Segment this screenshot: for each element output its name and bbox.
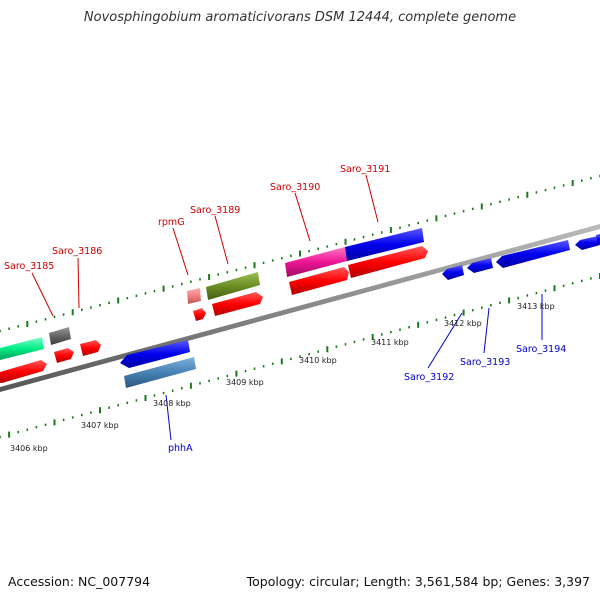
gene-red-2[interactable] <box>54 348 74 363</box>
kbp-label: 3407 kbp <box>81 421 119 430</box>
reverse-genes <box>120 234 600 388</box>
label-leaders <box>31 174 543 441</box>
gene-red-7[interactable] <box>348 246 428 278</box>
kbp-labels: 3406 kbp 3407 kbp 3408 kbp 3409 kbp 3410… <box>10 302 555 453</box>
gene-red-3[interactable] <box>80 340 101 356</box>
gene-blue-3195[interactable] <box>575 236 600 250</box>
accession-text: Accession: NC_007794 <box>8 574 151 589</box>
gene-label-saro-3185[interactable]: Saro_3185 <box>4 261 54 272</box>
forward-genes <box>0 228 428 383</box>
kbp-label: 3412 kbp <box>444 319 482 328</box>
genome-stats-text: Topology: circular; Length: 3,561,584 bp… <box>246 574 590 589</box>
gene-label-saro-3189[interactable]: Saro_3189 <box>190 205 240 216</box>
gene-label-rpmG[interactable]: rpmG <box>158 217 185 228</box>
gene-label-saro-3192[interactable]: Saro_3192 <box>404 372 454 383</box>
gene-aqua[interactable] <box>0 337 44 360</box>
page-title: Novosphingobium aromaticivorans DSM 1244… <box>83 10 517 25</box>
gene-label-saro-3191[interactable]: Saro_3191 <box>340 164 390 175</box>
kbp-label: 3413 kbp <box>517 302 555 311</box>
gene-labels: Saro_3185 Saro_3186 rpmG Saro_3189 Saro_… <box>4 164 566 454</box>
kbp-label: 3411 kbp <box>371 338 409 347</box>
gene-salmon[interactable] <box>187 288 201 304</box>
gene-red-5[interactable] <box>212 292 263 316</box>
reverse-tick-track <box>0 273 600 439</box>
gene-blue-upper[interactable] <box>345 228 424 261</box>
gene-blue-phhA-1[interactable] <box>120 340 190 368</box>
gene-blue-3196[interactable] <box>596 234 600 245</box>
kbp-label: 3406 kbp <box>10 444 48 453</box>
gene-red-1[interactable] <box>0 360 47 383</box>
gene-pink[interactable] <box>285 247 347 277</box>
gene-steel-phhA-2[interactable] <box>124 357 196 388</box>
gene-red-4[interactable] <box>193 308 206 321</box>
kbp-label: 3410 kbp <box>299 356 337 365</box>
gene-blue-3194[interactable] <box>496 240 570 268</box>
gene-label-saro-3186[interactable]: Saro_3186 <box>52 246 102 257</box>
gene-olive[interactable] <box>206 272 260 300</box>
gene-blue-3193[interactable] <box>467 258 493 273</box>
gene-gray[interactable] <box>49 327 71 345</box>
kbp-label: 3408 kbp <box>153 399 191 408</box>
gene-red-6[interactable] <box>289 267 349 295</box>
forward-tick-track <box>0 174 600 333</box>
gene-label-saro-3194[interactable]: Saro_3194 <box>516 344 566 355</box>
kbp-label: 3409 kbp <box>226 378 264 387</box>
gene-label-saro-3190[interactable]: Saro_3190 <box>270 182 320 193</box>
gene-label-phhA[interactable]: phhA <box>168 443 193 454</box>
gene-label-saro-3193[interactable]: Saro_3193 <box>460 357 510 368</box>
gene-blue-3192[interactable] <box>442 265 464 280</box>
